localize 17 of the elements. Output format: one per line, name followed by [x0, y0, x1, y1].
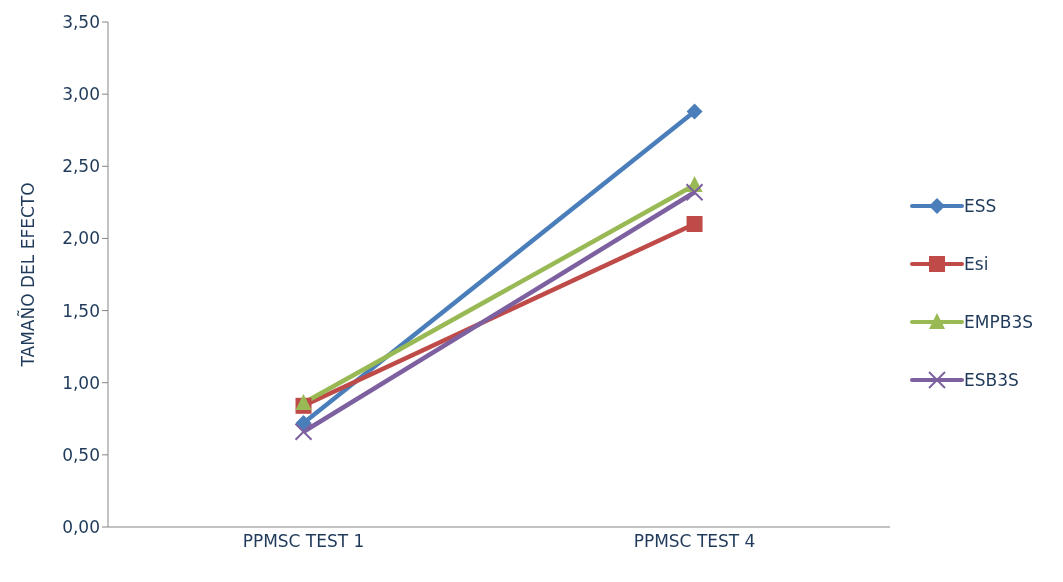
x-tick-label: PPMSC TEST 4 — [633, 531, 756, 552]
point — [686, 216, 703, 232]
y-tick-label: 1,50 — [62, 300, 100, 321]
y-tick-label: 3,00 — [62, 84, 100, 105]
point — [686, 103, 703, 120]
y-tick-label: 3,50 — [62, 12, 100, 33]
x-tick-label: PPMSC TEST 1 — [242, 531, 365, 552]
y-axis-title: TAMAÑO DEL EFECTO — [17, 182, 39, 368]
legend-label: ESB3S — [964, 370, 1019, 390]
legend-label: EMPB3S — [964, 312, 1033, 332]
y-tick-label: 0,00 — [62, 517, 100, 538]
legend-label: ESS — [964, 196, 997, 216]
y-tick-label: 0,50 — [62, 444, 100, 465]
y-tick-label: 2,50 — [62, 156, 100, 177]
y-tick-label: 1,00 — [62, 372, 100, 393]
y-tick-label: 2,00 — [62, 228, 100, 249]
legend-label: Esi — [964, 254, 989, 274]
